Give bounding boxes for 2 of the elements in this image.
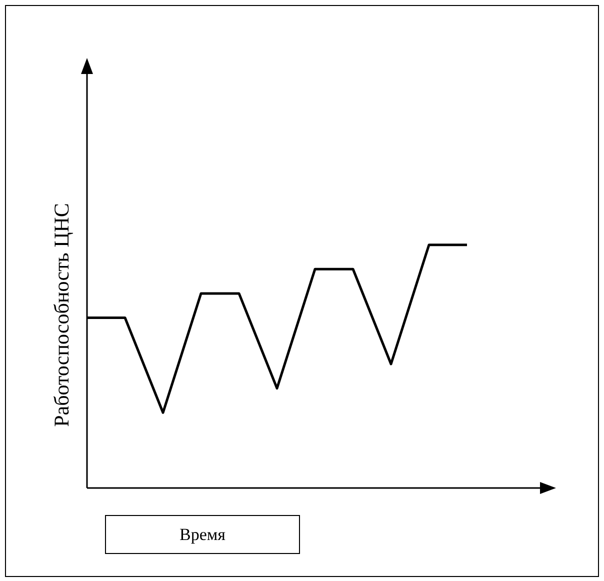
x-axis-title: Время: [180, 524, 226, 544]
y-axis-title: Работоспособность ЦНС: [50, 203, 74, 427]
